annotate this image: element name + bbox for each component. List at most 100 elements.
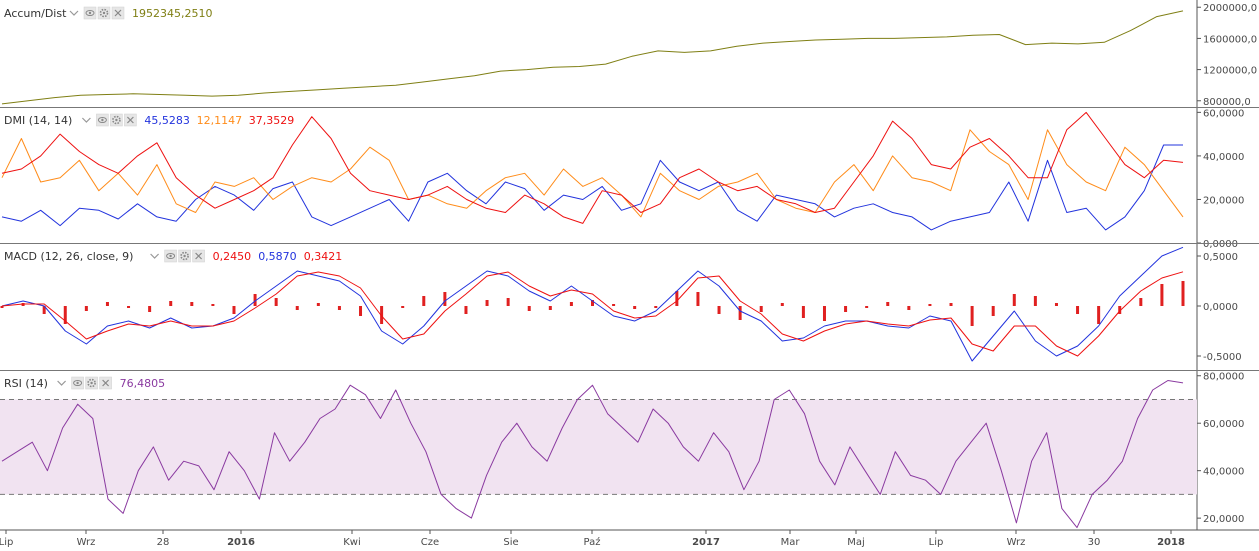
macd-histogram-bar bbox=[801, 306, 805, 318]
eye-icon[interactable] bbox=[96, 113, 109, 127]
macd-histogram-bar bbox=[1054, 303, 1058, 306]
panel-accumdist: 2000000,0 1600000,0 1200000,0 800000,0 Accum… bbox=[1, 3, 1257, 108]
x-tick-label: 2016 bbox=[227, 537, 255, 548]
macd-histogram-bar bbox=[1139, 298, 1143, 306]
close-icon[interactable] bbox=[111, 6, 125, 20]
legend: RSI (14) 76,4805 bbox=[4, 376, 165, 390]
macd-histogram-bar bbox=[1181, 281, 1185, 306]
panel-dmi: 60,0000 40,0000 20,0000 0,0000 DMI (14, 14) 4… bbox=[0, 107, 1259, 250]
x-tick-label: 2018 bbox=[1157, 537, 1185, 548]
series-line--di bbox=[1, 129, 1184, 218]
x-tick-label: Mar bbox=[781, 537, 801, 548]
gear-icon[interactable] bbox=[97, 6, 111, 20]
macd-histogram-bar bbox=[105, 302, 109, 306]
indicator-name[interactable]: Accum/Dist bbox=[4, 7, 67, 20]
macd-histogram-bar bbox=[0, 306, 4, 308]
legend-value: 12,1147 bbox=[197, 114, 243, 127]
eye-icon[interactable] bbox=[164, 249, 177, 263]
gear-icon[interactable] bbox=[178, 249, 191, 263]
macd-histogram-bar bbox=[63, 306, 67, 324]
x-tick-label: Sie bbox=[503, 537, 518, 548]
macd-histogram-bar bbox=[1033, 296, 1037, 306]
panel-rsi: 80,0000 60,0000 40,0000 20,0000 RSI (14) 76,4… bbox=[0, 370, 1259, 529]
close-icon[interactable] bbox=[99, 376, 112, 390]
x-tick-label: 28 bbox=[157, 537, 170, 548]
chevron-down-icon[interactable] bbox=[150, 253, 160, 259]
x-tick-label: Lip bbox=[0, 537, 13, 548]
macd-histogram-bar bbox=[485, 300, 489, 306]
macd-histogram-bar bbox=[527, 306, 531, 311]
macd-histogram-bar bbox=[569, 302, 573, 306]
legend-value: 0,3421 bbox=[304, 250, 343, 263]
chevron-down-icon[interactable] bbox=[69, 10, 79, 16]
x-axis: Lip Wrz 28 2016 Kwi Cze Sie Paź 2017 Mar Maj Lip Wrz… bbox=[0, 530, 1185, 548]
x-tick-label: 30 bbox=[1088, 537, 1101, 548]
y-tick-label: 2000000,0 bbox=[1203, 3, 1257, 14]
legend: Accum/Dist 1952345,2510 bbox=[4, 6, 212, 20]
eye-icon[interactable] bbox=[71, 376, 84, 390]
macd-histogram-bar bbox=[738, 306, 742, 320]
y-tick-label: 0,5000 bbox=[1203, 252, 1238, 263]
legend-value: 45,5283 bbox=[144, 114, 190, 127]
x-tick-label: Cze bbox=[421, 537, 439, 548]
macd-histogram-bar bbox=[654, 306, 658, 308]
series-line-adx bbox=[1, 111, 1184, 224]
eye-icon[interactable] bbox=[83, 6, 97, 20]
macd-histogram-bar bbox=[970, 306, 974, 326]
legend: MACD (12, 26, close, 9) 0,2450 0,5870 0,342… bbox=[4, 249, 343, 263]
x-tick-label: Wrz bbox=[1007, 537, 1026, 548]
x-tick-label: 2017 bbox=[692, 537, 720, 548]
macd-histogram-bar bbox=[1160, 284, 1164, 306]
chevron-down-icon[interactable] bbox=[81, 117, 91, 123]
x-tick-label: Lip bbox=[929, 537, 944, 548]
macd-histogram-bar bbox=[316, 303, 320, 306]
macd-histogram-bar bbox=[548, 306, 552, 310]
x-tick-label: Wrz bbox=[77, 537, 96, 548]
x-tick-label: Kwi bbox=[343, 537, 361, 548]
y-tick-label: 60,0000 bbox=[1203, 419, 1244, 430]
y-tick-label: 1600000,0 bbox=[1203, 34, 1257, 45]
macd-histogram-bar bbox=[190, 302, 194, 306]
indicator-name[interactable]: MACD (12, 26, close, 9) bbox=[4, 250, 133, 263]
macd-histogram-bar bbox=[696, 292, 700, 306]
y-tick-label: -0,5000 bbox=[1203, 352, 1242, 363]
gear-icon[interactable] bbox=[110, 113, 123, 127]
chevron-down-icon[interactable] bbox=[57, 380, 67, 386]
macd-histogram-bar bbox=[42, 306, 46, 314]
macd-histogram-bar bbox=[211, 304, 215, 306]
macd-histogram-bar bbox=[759, 306, 763, 312]
y-tick-label: 20,0000 bbox=[1203, 195, 1244, 206]
y-tick-label: 40,0000 bbox=[1203, 152, 1244, 163]
legend-value: 0,2450 bbox=[213, 250, 252, 263]
series-line-macd bbox=[1, 246, 1184, 362]
macd-histogram-bar bbox=[865, 306, 869, 308]
macd-histogram-bar bbox=[612, 304, 616, 306]
macd-histogram-bar bbox=[506, 298, 510, 306]
y-tick-label: 1200000,0 bbox=[1203, 66, 1257, 77]
close-icon[interactable] bbox=[192, 249, 205, 263]
macd-histogram-bar bbox=[274, 298, 278, 306]
macd-histogram-bar bbox=[949, 303, 953, 306]
macd-histogram-bar bbox=[232, 306, 236, 314]
legend-value: 0,5870 bbox=[258, 250, 297, 263]
y-tick-label: 800000,0 bbox=[1203, 97, 1251, 108]
macd-histogram-bar bbox=[295, 306, 299, 310]
macd-histogram-bar bbox=[401, 306, 405, 308]
gear-icon[interactable] bbox=[85, 376, 98, 390]
macd-histogram-bar bbox=[1118, 306, 1122, 314]
macd-histogram-bar bbox=[253, 294, 257, 306]
indicator-name[interactable]: DMI (14, 14) bbox=[4, 114, 72, 127]
macd-histogram-bar bbox=[422, 296, 426, 306]
macd-histogram-bar bbox=[780, 303, 784, 306]
macd-histogram-bar bbox=[1076, 306, 1080, 314]
macd-histogram-bar bbox=[1012, 294, 1016, 306]
indicator-name[interactable]: RSI (14) bbox=[4, 377, 48, 390]
y-tick-label: 0,0000 bbox=[1203, 239, 1238, 250]
close-icon[interactable] bbox=[124, 113, 137, 127]
series-line-signal bbox=[1, 271, 1184, 357]
macd-histogram-bar bbox=[380, 306, 384, 324]
macd-histogram-bar bbox=[148, 306, 152, 312]
macd-histogram-bar bbox=[633, 306, 637, 309]
y-tick-label: 40,0000 bbox=[1203, 467, 1244, 478]
y-tick-label: 60,0000 bbox=[1203, 108, 1244, 119]
